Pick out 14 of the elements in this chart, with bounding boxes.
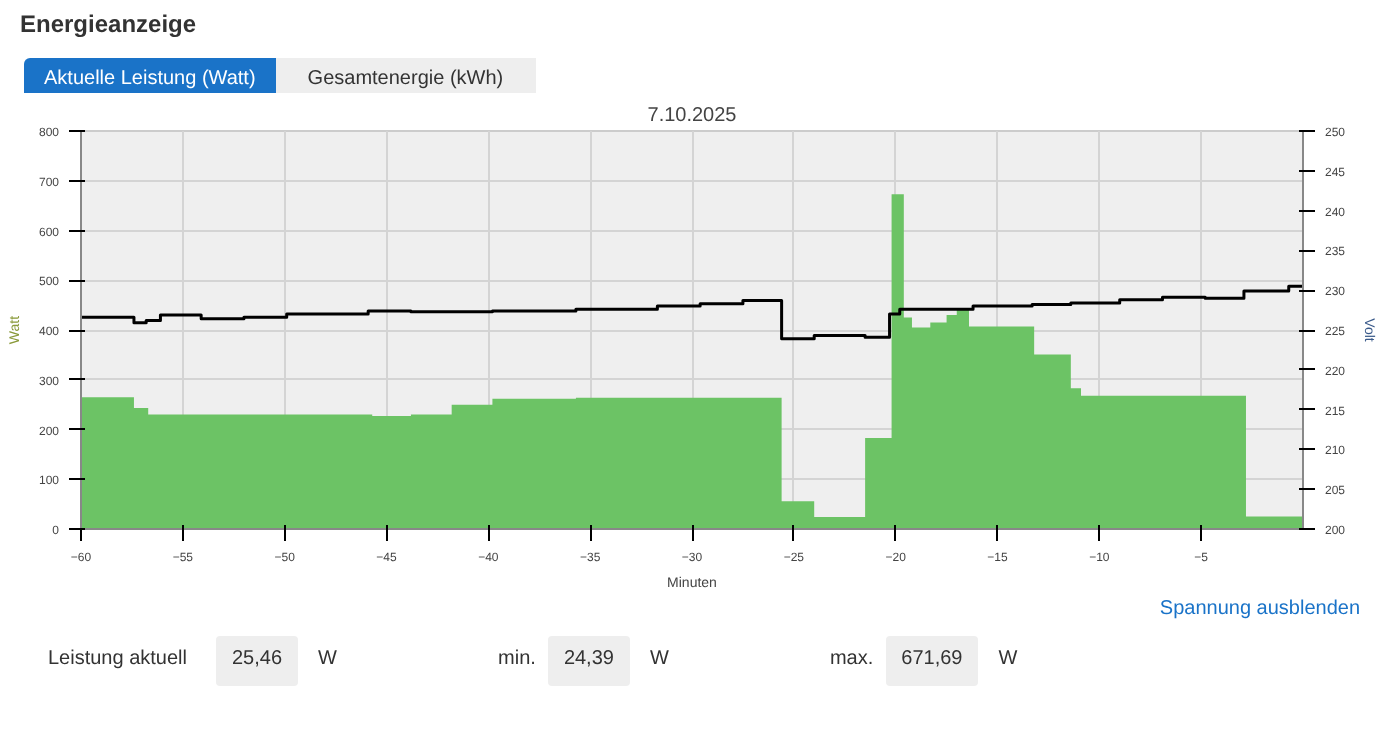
chart-subtitle: 7.10.2025 [647, 105, 738, 127]
text: Aktuelle Leistung (Watt) [24, 58, 276, 103]
text: 24,39 [547, 636, 630, 686]
text: W [998, 646, 1018, 675]
chart-title: Energieanzeige [20, 8, 199, 42]
text: Spannung ausblenden [1157, 596, 1360, 624]
text: Gesamtenergie (kWh) [275, 58, 536, 103]
text: W [318, 646, 339, 675]
text: Leistung aktuell [48, 646, 189, 675]
text: 671,69 [885, 636, 979, 686]
text: 25,46 [216, 636, 299, 686]
text: min. [498, 646, 536, 675]
text: W [649, 646, 671, 675]
text: max. [829, 646, 874, 675]
